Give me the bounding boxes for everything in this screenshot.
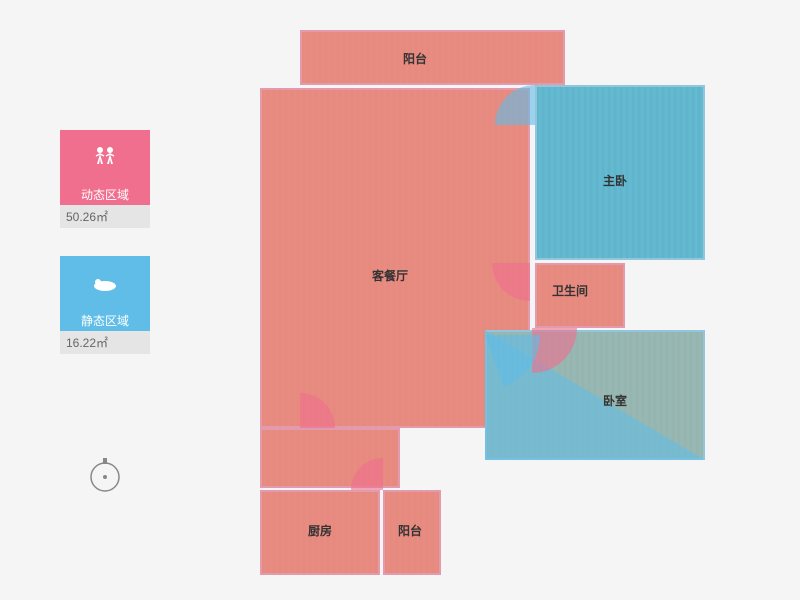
sleep-icon [60, 256, 150, 310]
door-arc-0 [493, 83, 577, 167]
legend-active-value: 50.26㎡ [60, 205, 150, 228]
legend-active-label: 动态区域 [60, 184, 150, 205]
compass-icon [85, 455, 125, 495]
door-arc-4 [263, 391, 337, 465]
people-icon [60, 130, 150, 184]
legend-static: 静态区域 16.22㎡ [60, 256, 150, 354]
door-arc-3 [428, 278, 542, 392]
legend: 动态区域 50.26㎡ 静态区域 16.22㎡ [60, 130, 150, 354]
legend-static-value: 16.22㎡ [60, 331, 150, 354]
floorplan: 阳台客餐厅主卧卫生间卧室厨房阳台 [220, 30, 710, 580]
legend-active: 动态区域 50.26㎡ [60, 130, 150, 228]
room-balcony1 [300, 30, 565, 85]
door-arc-5 [349, 456, 417, 524]
legend-static-label: 静态区域 [60, 310, 150, 331]
